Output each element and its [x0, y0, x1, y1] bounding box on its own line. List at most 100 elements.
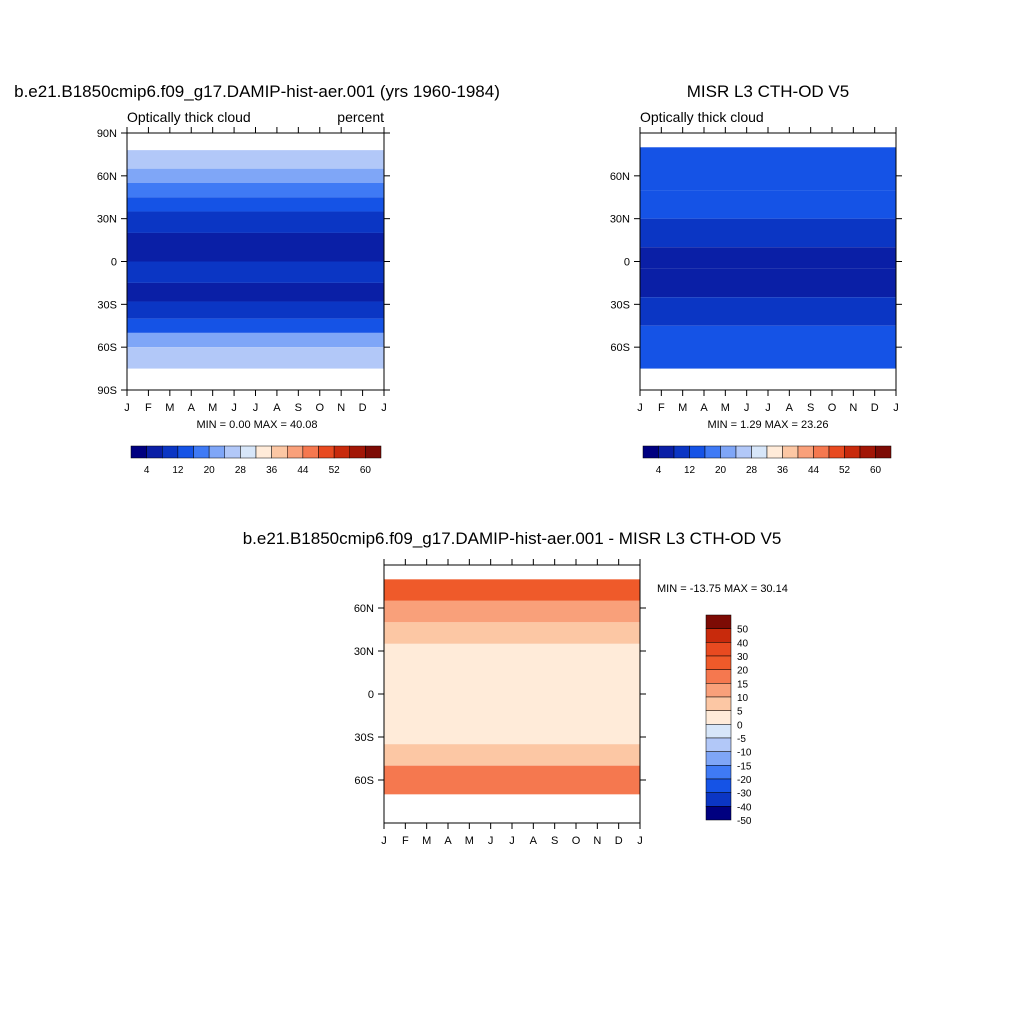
y-tick-label: 30N [97, 214, 117, 226]
colorbar-swatch [705, 642, 732, 657]
colorbar-swatch [287, 445, 304, 459]
x-tick-label: A [700, 402, 708, 414]
y-tick-label: 60N [97, 171, 117, 183]
contour-band-11 [127, 347, 384, 369]
min-max-stats: MIN = -13.75 MAX = 30.14 [657, 583, 788, 595]
variable-label: Optically thick cloud [640, 109, 764, 125]
x-tick-label: M [721, 402, 730, 414]
y-tick-label: 90N [97, 128, 117, 140]
x-tick-label: D [359, 402, 367, 414]
x-tick-label: S [551, 835, 558, 847]
x-tick-label: D [871, 402, 879, 414]
units-label: percent [337, 109, 384, 125]
y-tick-label: 90S [97, 385, 117, 397]
colorbar-swatch [658, 445, 675, 459]
x-tick-label: J [231, 402, 237, 414]
x-tick-label: M [422, 835, 431, 847]
min-max-stats: MIN = 0.00 MAX = 40.08 [196, 419, 317, 431]
colorbar-label: 50 [737, 625, 749, 636]
y-tick-label: 60S [610, 342, 630, 354]
colorbar-label: 40 [737, 638, 749, 649]
contour-band-3 [640, 247, 896, 269]
x-tick-label: J [893, 402, 899, 414]
x-tick-label: J [637, 835, 643, 847]
contour-band-5 [640, 297, 896, 326]
contour-band-0 [640, 147, 896, 191]
x-tick-label: O [828, 402, 837, 414]
panel-difference: b.e21.B1850cmip6.f09_g17.DAMIP-hist-aer.… [243, 529, 788, 847]
colorbar-label: 15 [737, 679, 749, 690]
contour-band-4 [384, 744, 640, 766]
colorbar-swatch [705, 710, 732, 725]
colorbar-swatch [720, 445, 737, 459]
colorbar-label: 60 [360, 465, 372, 476]
contour-band-6 [640, 325, 896, 369]
x-tick-label: J [509, 835, 515, 847]
contour-band-2 [640, 218, 896, 248]
colorbar-label: -50 [737, 816, 752, 827]
x-tick-label: M [165, 402, 174, 414]
colorbar-label: -10 [737, 748, 752, 759]
colorbar-label: 5 [737, 707, 743, 718]
contour-band-1 [640, 190, 896, 219]
min-max-stats: MIN = 1.29 MAX = 23.26 [707, 419, 828, 431]
colorbar-swatch [735, 445, 752, 459]
colorbar-swatch [704, 445, 721, 459]
x-tick-label: J [488, 835, 494, 847]
colorbar-label: 20 [715, 465, 727, 476]
x-tick-label: J [765, 402, 771, 414]
colorbar-label: 0 [737, 720, 743, 731]
colorbar-swatch [130, 445, 147, 459]
colorbar-swatch [766, 445, 783, 459]
x-tick-label: A [444, 835, 452, 847]
contour-band-7 [127, 282, 384, 302]
contour-band-1 [127, 168, 384, 183]
x-tick-label: A [188, 402, 196, 414]
x-tick-label: N [593, 835, 601, 847]
contour-band-3 [384, 643, 640, 745]
colorbar-label: 44 [808, 465, 820, 476]
y-tick-label: 60N [354, 603, 374, 615]
colorbar-swatch [193, 445, 210, 459]
colorbar-swatch [859, 445, 876, 459]
contour-band-0 [384, 579, 640, 601]
y-tick-label: 0 [624, 257, 630, 269]
y-tick-label: 0 [368, 689, 374, 701]
x-tick-label: N [337, 402, 345, 414]
colorbar-swatch [224, 445, 241, 459]
y-tick-label: 30N [610, 214, 630, 226]
x-tick-label: M [208, 402, 217, 414]
colorbar-label: 30 [737, 652, 749, 663]
x-tick-label: D [615, 835, 623, 847]
colorbar-swatch [365, 445, 382, 459]
colorbar-swatch [705, 655, 732, 670]
colorbar-swatch [844, 445, 861, 459]
colorbar-label: 12 [684, 465, 696, 476]
contour-band-1 [384, 600, 640, 623]
x-tick-label: F [402, 835, 409, 847]
contour-band-10 [127, 332, 384, 348]
x-tick-label: J [253, 402, 259, 414]
colorbar-swatch [705, 628, 732, 643]
colorbar-label: -5 [737, 734, 746, 745]
colorbar-swatch [673, 445, 690, 459]
y-tick-label: 30S [610, 299, 630, 311]
colorbar-swatch [705, 696, 732, 711]
x-tick-label: J [637, 402, 643, 414]
x-tick-label: M [465, 835, 474, 847]
colorbar-swatch [705, 806, 732, 821]
colorbar-label: -20 [737, 775, 752, 786]
colorbar-swatch [705, 792, 732, 807]
variable-label: Optically thick cloud [127, 109, 251, 125]
x-tick-label: F [658, 402, 665, 414]
colorbar-swatch [705, 669, 732, 684]
contour-band-6 [127, 261, 384, 283]
colorbar-swatch [705, 737, 732, 752]
colorbar-swatch [705, 614, 732, 629]
colorbar-label: 4 [144, 465, 150, 476]
colorbar-swatch [208, 445, 225, 459]
colorbar-label: 44 [297, 465, 309, 476]
x-tick-label: A [530, 835, 538, 847]
x-tick-label: J [744, 402, 750, 414]
